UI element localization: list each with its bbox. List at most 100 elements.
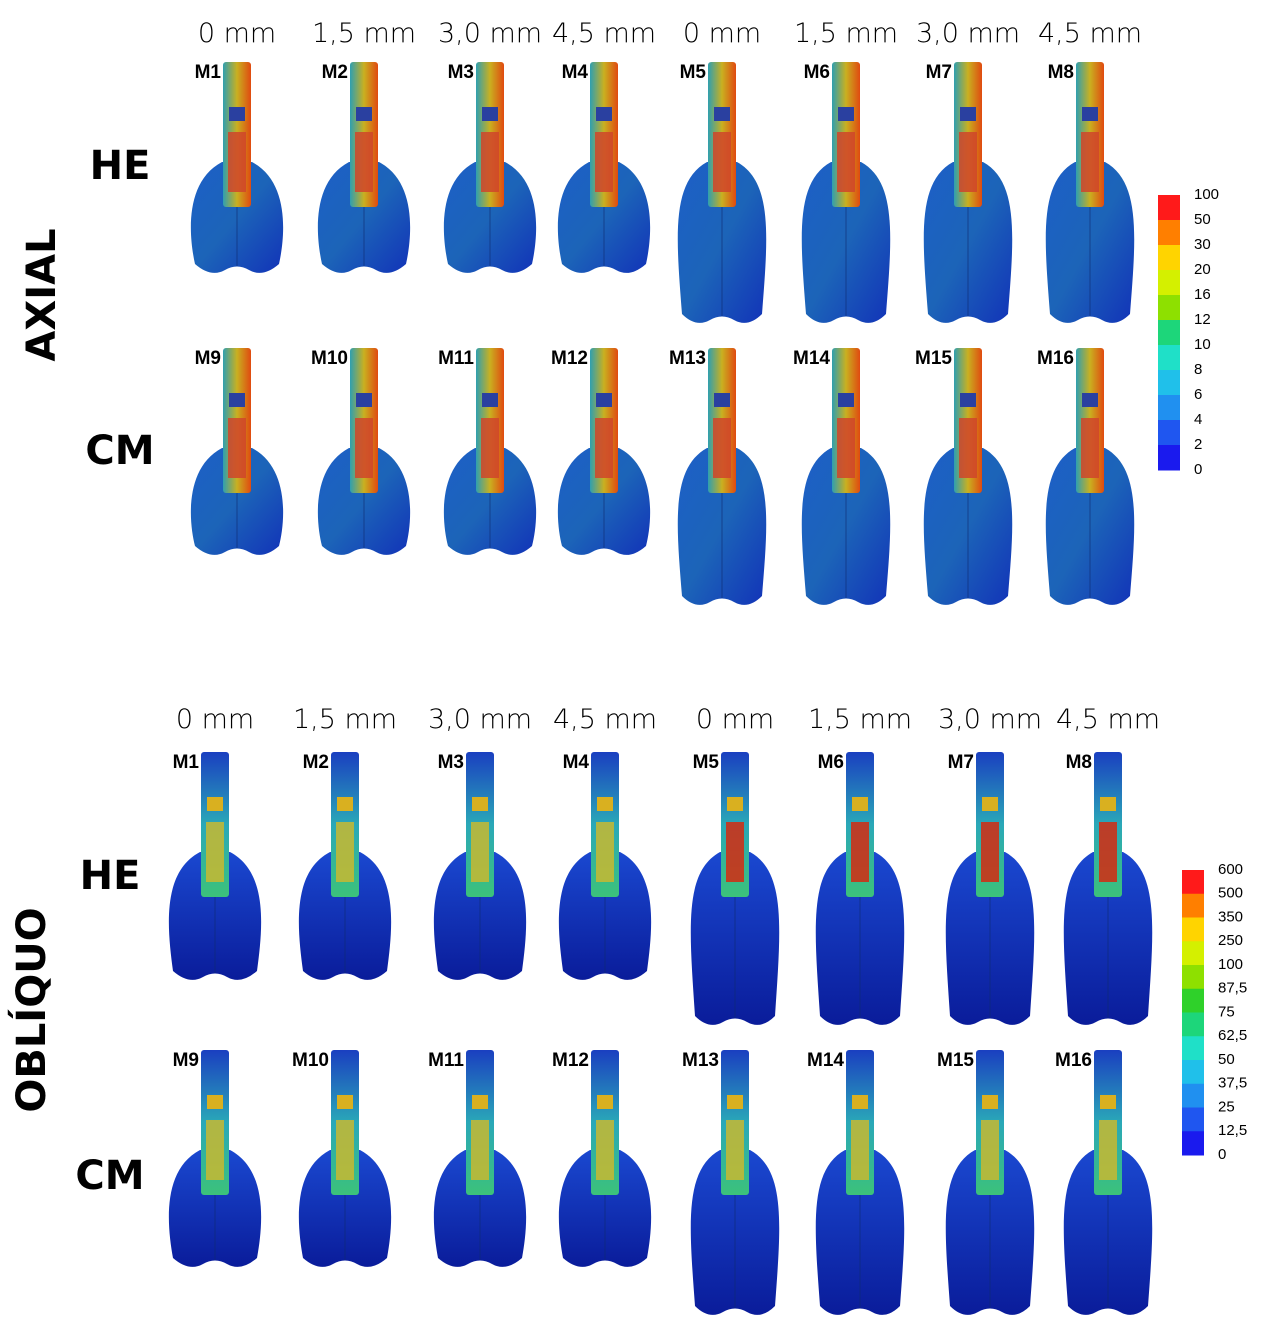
- implant-core: [837, 418, 855, 478]
- column-header: 4,5 mm: [1038, 18, 1142, 49]
- model-label: M8: [1048, 62, 1074, 83]
- implant-core: [481, 132, 499, 192]
- column-header: 4,5 mm: [553, 704, 657, 735]
- model-label: M5: [680, 62, 707, 83]
- scale-swatch: [1182, 1036, 1204, 1060]
- screw-head: [229, 393, 245, 407]
- implant-core: [981, 1120, 999, 1180]
- screw-head: [960, 393, 976, 407]
- implant-core: [595, 418, 613, 478]
- model-label: M7: [948, 752, 974, 773]
- screw-head: [597, 1095, 613, 1109]
- model-label: M4: [562, 62, 589, 83]
- screw-head: [207, 797, 223, 811]
- scale-label: 4: [1194, 411, 1202, 428]
- scale-swatch: [1158, 195, 1180, 221]
- scale-label: 30: [1194, 236, 1211, 253]
- implant-core: [851, 822, 869, 882]
- model-label: M15: [937, 1050, 974, 1071]
- implant-core: [837, 132, 855, 192]
- scale-swatch: [1158, 270, 1180, 296]
- implant-core: [959, 132, 977, 192]
- implant-core: [355, 132, 373, 192]
- scale-swatch: [1158, 320, 1180, 346]
- model-label: M14: [807, 1050, 844, 1071]
- model-label: M14: [793, 348, 830, 369]
- model-label: M16: [1037, 348, 1074, 369]
- implant-core: [726, 1120, 744, 1180]
- scale-label: 0: [1218, 1146, 1226, 1163]
- panel-label: AXIAL: [19, 228, 65, 361]
- scale-swatch: [1158, 395, 1180, 421]
- model-label: M16: [1055, 1050, 1092, 1071]
- model-label: M3: [438, 752, 464, 773]
- panel-label: OBLÍQUO: [7, 907, 55, 1112]
- scale-swatch: [1182, 941, 1204, 965]
- scale-swatch: [1158, 370, 1180, 396]
- scale-swatch: [1158, 245, 1180, 271]
- implant-core: [596, 822, 614, 882]
- scale-swatch: [1182, 1084, 1204, 1108]
- implant-core: [228, 418, 246, 478]
- column-header: 1,5 mm: [808, 704, 912, 735]
- screw-head: [596, 393, 612, 407]
- model-label: M12: [552, 1050, 589, 1071]
- screw-head: [714, 107, 730, 121]
- column-header: 0 mm: [683, 18, 761, 49]
- scale-label: 0: [1194, 461, 1202, 478]
- implant-core: [981, 822, 999, 882]
- scale-swatch: [1182, 918, 1204, 942]
- scale-label: 12: [1194, 311, 1211, 328]
- scale-label: 25: [1218, 1098, 1235, 1115]
- screw-head: [982, 1095, 998, 1109]
- column-header: 1,5 mm: [312, 18, 416, 49]
- scale-swatch: [1158, 220, 1180, 246]
- screw-head: [1082, 393, 1098, 407]
- screw-head: [1100, 1095, 1116, 1109]
- implant-core: [713, 132, 731, 192]
- column-header: 1,5 mm: [293, 704, 397, 735]
- row-label: HE: [90, 143, 151, 189]
- scale-swatch: [1182, 1013, 1204, 1037]
- implant-core: [355, 418, 373, 478]
- scale-label: 500: [1218, 885, 1243, 902]
- implant-core: [1081, 418, 1099, 478]
- scale-swatch: [1182, 965, 1204, 989]
- screw-head: [1100, 797, 1116, 811]
- scale-swatch: [1182, 989, 1204, 1013]
- model-label: M6: [818, 752, 844, 773]
- implant-core: [726, 822, 744, 882]
- screw-head: [727, 1095, 743, 1109]
- column-header: 3,0 mm: [428, 704, 532, 735]
- column-header: 3,0 mm: [438, 18, 542, 49]
- scale-label: 350: [1218, 908, 1243, 925]
- scale-label: 75: [1218, 1003, 1235, 1020]
- model-label: M15: [915, 348, 952, 369]
- page: AXIAL 0 mm 1,5 mm 3,0 mm 4,5 mm 0 mm 1,5 mm 3,0…: [0, 0, 1264, 1324]
- column-header: 1,5 mm: [794, 18, 898, 49]
- model-label: M2: [303, 752, 329, 773]
- model-label: M7: [926, 62, 952, 83]
- model-label: M1: [173, 752, 200, 773]
- screw-head: [838, 393, 854, 407]
- row-label: CM: [85, 428, 154, 474]
- column-header: 4,5 mm: [552, 18, 656, 49]
- scale-label: 10: [1194, 336, 1211, 353]
- column-header: 0 mm: [696, 704, 774, 735]
- implant-core: [851, 1120, 869, 1180]
- scale-label: 250: [1218, 932, 1243, 949]
- implant-core: [1099, 822, 1117, 882]
- implant-core: [336, 822, 354, 882]
- scale-label: 62,5: [1218, 1027, 1247, 1044]
- model-label: M8: [1066, 752, 1092, 773]
- scale-swatch: [1182, 870, 1204, 894]
- scale-swatch: [1158, 295, 1180, 321]
- scale-swatch: [1182, 894, 1204, 918]
- scale-swatch: [1158, 345, 1180, 371]
- screw-head: [337, 1095, 353, 1109]
- screw-head: [482, 107, 498, 121]
- screw-head: [852, 1095, 868, 1109]
- screw-head: [596, 107, 612, 121]
- screw-head: [229, 107, 245, 121]
- implant-core: [481, 418, 499, 478]
